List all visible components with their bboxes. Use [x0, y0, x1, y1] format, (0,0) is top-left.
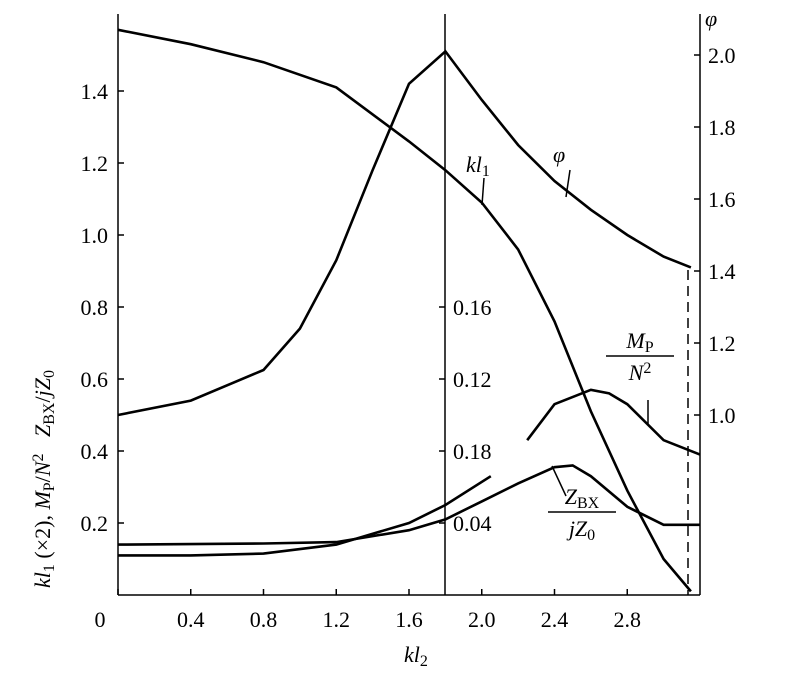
y-tick-label: 0.8 — [81, 295, 109, 320]
y3-tick-label: 0.16 — [453, 295, 492, 320]
label-leader — [565, 169, 571, 198]
series-label: φ — [553, 142, 565, 167]
y-axis-label-part: / — [30, 475, 55, 482]
y2-tick-label: 1.4 — [708, 259, 736, 284]
y-axis-label-part: kl — [30, 572, 55, 588]
series-label-numerator: ZBX — [565, 484, 600, 512]
x-tick-label: 1.2 — [323, 607, 351, 632]
y2-tick-label: 1.8 — [708, 115, 736, 140]
y-tick-label: 0.2 — [81, 511, 109, 536]
y-axis-label-part: (×2), — [30, 510, 55, 565]
y2-axis-label-part: φ — [705, 6, 717, 31]
curve — [118, 388, 701, 557]
curve — [117, 28, 692, 593]
series-label-denominator-part: 2 — [643, 360, 651, 377]
y2-tick-label: 1.2 — [708, 331, 736, 356]
x-tick-label: 2.0 — [468, 607, 496, 632]
curve — [117, 464, 700, 546]
series-label-numerator-part: P — [645, 339, 654, 356]
x-axis-label-part: 2 — [420, 653, 428, 670]
x-tick-label: 2.8 — [614, 607, 642, 632]
label-leader — [551, 465, 567, 497]
y-axis-label-part: 0 — [41, 370, 58, 378]
series-label-part: kl — [466, 152, 482, 177]
y3-tick-label: 0.18 — [453, 439, 492, 464]
x-tick-label: 1.6 — [395, 607, 423, 632]
series-label-part: φ — [553, 142, 565, 167]
y-tick-label: 1.4 — [81, 79, 109, 104]
x-tick-label: 0.4 — [177, 607, 205, 632]
y3-tick-label: 0.04 — [453, 511, 492, 536]
y-tick-label: 1.0 — [81, 223, 109, 248]
label-leader — [481, 177, 485, 206]
x-axis-label-part: kl — [404, 642, 420, 667]
y2-tick-label: 1.0 — [708, 403, 736, 428]
y-axis-label-part: Z — [30, 424, 55, 437]
x-tick-label: 2.4 — [541, 607, 569, 632]
y-axis-label: kl1 (×2), MP/N2 ZBX/jZ0 — [30, 370, 58, 588]
y-tick-label: 0.6 — [81, 367, 109, 392]
series-label-part: 1 — [482, 163, 490, 180]
y3-tick-label: 0.12 — [453, 367, 492, 392]
series-label-denominator: N2 — [628, 360, 652, 385]
y-tick-label: 0.4 — [81, 439, 109, 464]
y-axis-label-part: BX — [41, 402, 58, 425]
series-label-numerator: MP — [625, 328, 653, 356]
x-tick-label: 0 — [95, 607, 106, 632]
y2-axis-label: φ — [705, 6, 717, 31]
series-label-numerator-part: M — [625, 328, 646, 353]
y-axis-label-part: 2 — [30, 454, 47, 462]
x-tick-label: 0.8 — [250, 607, 278, 632]
x-axis-label: kl2 — [404, 642, 428, 670]
y2-tick-label: 2.0 — [708, 43, 736, 68]
y-axis-label-part: N — [30, 460, 55, 477]
y-axis-label-part: 1 — [41, 564, 58, 572]
series-label-denominator: jZ0 — [566, 516, 595, 544]
y2-tick-label: 1.6 — [708, 187, 736, 212]
series-label-numerator-part: Z — [565, 484, 578, 509]
series-label-numerator-part: BX — [577, 495, 600, 512]
series-label-denominator-part: N — [628, 360, 645, 385]
y-axis-label-part — [30, 437, 55, 454]
y-axis-label-part: jZ — [30, 377, 55, 399]
y-axis-label-part: P — [41, 482, 58, 491]
series-label-denominator-part: jZ — [566, 516, 588, 541]
y-tick-label: 1.2 — [81, 151, 109, 176]
y-axis-label-part: / — [30, 396, 55, 403]
series-label: kl1 — [466, 152, 490, 180]
curve — [117, 49, 692, 417]
y-axis-label-part: M — [30, 490, 55, 511]
series-label-denominator-part: 0 — [587, 527, 595, 544]
